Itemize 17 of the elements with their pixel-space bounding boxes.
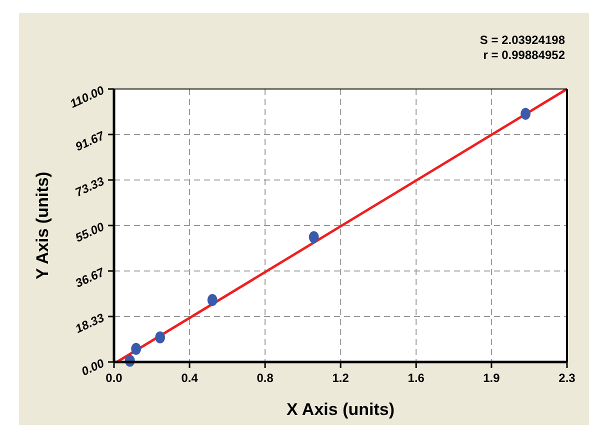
- x-tick-label: 0.8: [256, 371, 274, 385]
- x-tick-label: 0.0: [106, 371, 123, 385]
- y-axis-title: Y Axis (units): [33, 172, 52, 280]
- y-tick-label: 55.00: [73, 219, 107, 245]
- x-axis-title: X Axis (units): [286, 400, 394, 419]
- text: S = 2.03924198: [480, 33, 566, 47]
- text: r = 0.99884952: [483, 48, 566, 62]
- x-tick-label: 1.2: [332, 371, 350, 385]
- x-tick-label: 1.6: [408, 371, 425, 385]
- y-tick-label: 73.33: [73, 174, 107, 200]
- x-tick-label: 0.4: [181, 371, 198, 385]
- y-tick-label: 91.67: [73, 128, 108, 154]
- x-tick-label: 2.3: [558, 371, 576, 385]
- x-tick-label: 1.9: [483, 371, 500, 385]
- y-tick-label: 0.00: [79, 356, 107, 379]
- y-tick-label: 36.67: [73, 264, 108, 290]
- y-tick-label: 18.33: [73, 310, 107, 336]
